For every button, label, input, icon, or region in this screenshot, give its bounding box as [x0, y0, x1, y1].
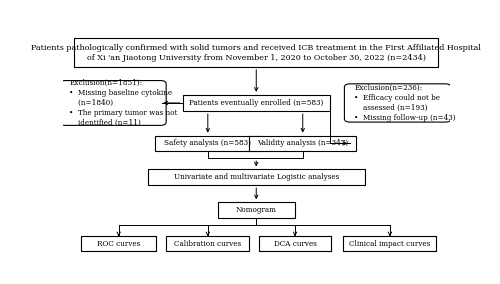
Text: Calibration curves: Calibration curves	[174, 240, 242, 248]
Bar	[81, 237, 156, 251]
FancyBboxPatch shape	[60, 81, 166, 125]
Text: Patients eventually enrolled (n=583): Patients eventually enrolled (n=583)	[189, 99, 324, 107]
Text: Exclusion(n=1851):
•  Missing baseline cytokine
    (n=1840)
•  The primary tumo: Exclusion(n=1851): • Missing baseline cy…	[70, 79, 178, 127]
Bar	[259, 237, 331, 251]
Bar	[218, 202, 295, 218]
Text: ROC curves: ROC curves	[97, 240, 140, 248]
Bar	[182, 95, 330, 111]
Text: Validity analysis (n=347): Validity analysis (n=347)	[257, 139, 348, 147]
Text: Clinical impact curves: Clinical impact curves	[350, 240, 430, 248]
Text: Exclusion(n=236):
•  Efficacy could not be
    assessed (n=193)
•  Missing follo: Exclusion(n=236): • Efficacy could not b…	[354, 84, 456, 122]
Text: Patients pathologically confirmed with solid tumors and received ICB treatment i: Patients pathologically confirmed with s…	[32, 44, 481, 62]
Bar	[344, 237, 436, 251]
Bar	[74, 38, 438, 67]
Bar	[148, 170, 365, 185]
FancyBboxPatch shape	[344, 84, 451, 122]
Text: Safety analysis (n=583): Safety analysis (n=583)	[164, 139, 252, 147]
Bar	[154, 135, 261, 151]
Bar	[250, 135, 356, 151]
Bar	[166, 237, 250, 251]
Text: DCA curves: DCA curves	[274, 240, 316, 248]
Text: Nomogram: Nomogram	[236, 206, 277, 214]
Text: Univariate and multivariate Logistic analyses: Univariate and multivariate Logistic ana…	[174, 173, 339, 181]
